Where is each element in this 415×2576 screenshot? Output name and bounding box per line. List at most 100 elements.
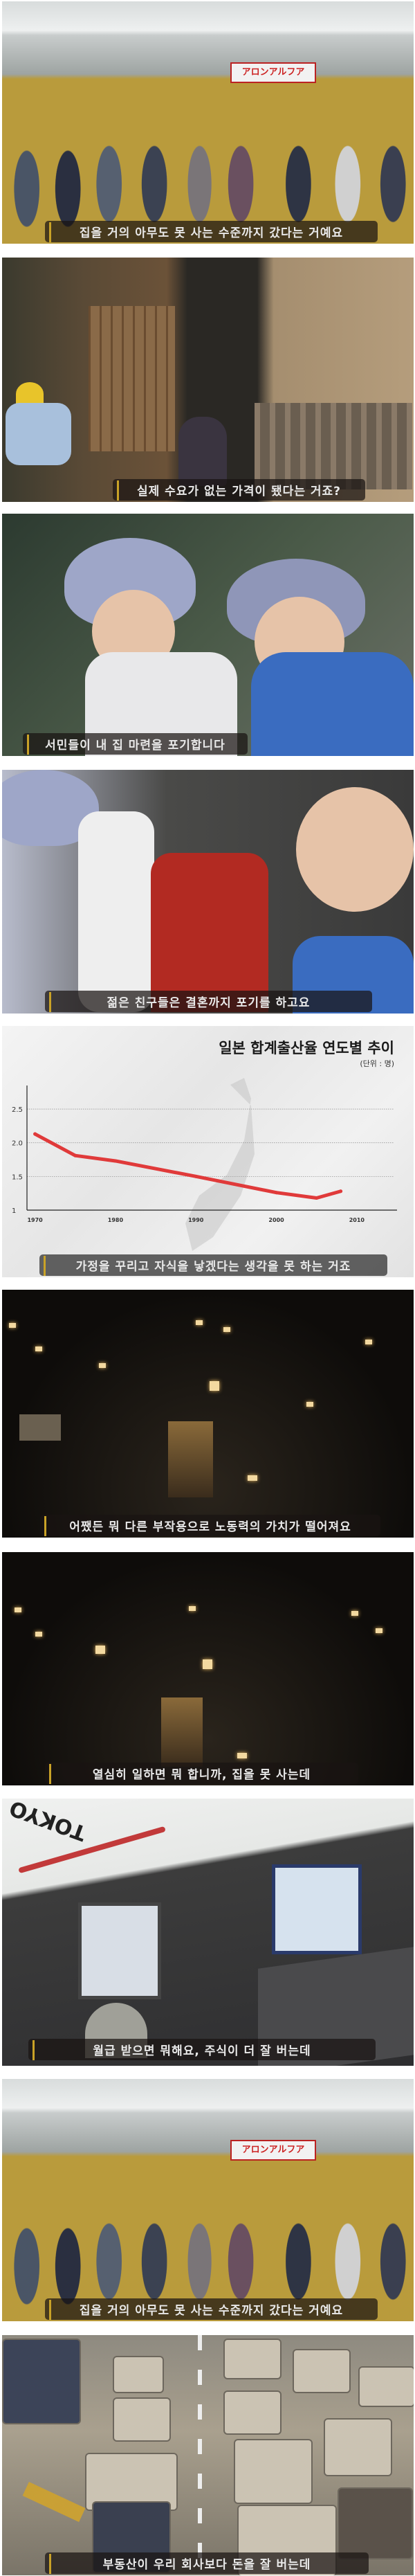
commuter-crowd <box>2 86 414 244</box>
car <box>113 2356 164 2393</box>
lit-window <box>351 1611 358 1616</box>
car <box>113 2397 171 2442</box>
subtitle-bar: 집을 거의 아무도 못 사는 수준까지 갔다는 거예요 <box>45 221 378 242</box>
house <box>19 1414 61 1441</box>
red-school-bag <box>151 853 268 1012</box>
smiling-child-face <box>296 787 414 912</box>
car <box>324 2418 392 2476</box>
video-frame-house: 실제 수요가 없는 가격이 됐다는 거죠? <box>2 258 414 502</box>
commuter-crowd <box>2 2163 414 2321</box>
lit-window <box>237 1753 247 1758</box>
lit-window <box>306 1402 313 1407</box>
lit-window <box>210 1381 219 1391</box>
video-frame-night-city: 어쨌든 뭐 다른 부작용으로 노동력의 가치가 떨어져요 <box>2 1290 414 1538</box>
video-frame-night-city-2: 열심히 일하면 뭐 합니까, 집을 못 사는데 <box>2 1552 414 1785</box>
computer-monitor <box>78 1902 161 1999</box>
subtitle-text: 실제 수요가 없는 가격이 됐다는 거죠? <box>136 485 342 498</box>
japan-map-silhouette <box>185 1078 255 1251</box>
lit-window <box>99 1363 106 1368</box>
red-arrow <box>18 1826 166 1874</box>
video-frame-traffic: 부동산이 우리 회사보다 돈을 잘 버는데 <box>2 2335 414 2575</box>
video-frame-chart: 일본 합계출산율 연도별 추이 (단위 : 명) 1 1.5 2.0 2.5 1970 1… <box>2 1026 414 1277</box>
car <box>338 2487 413 2559</box>
data-point <box>194 1174 198 1178</box>
video-frame-train-platform-2: アロンアルフア 집을 거의 아무도 못 사는 수준까지 갔다는 거예요 <box>2 2079 414 2321</box>
crane-arm <box>22 2482 86 2522</box>
train-ad-sign: アロンアルフア <box>230 62 316 83</box>
y-tick-label: 2.5 <box>12 1106 23 1114</box>
y-tick-label: 1 <box>12 1207 16 1215</box>
subtitle-bar: 가정을 꾸리고 자식을 낳겠다는 생각을 못 하는 거죠 <box>39 1254 387 1276</box>
video-frame-children-close: 젊은 친구들은 결혼까지 포기를 하고요 <box>2 770 414 1014</box>
subtitle-bar: 젊은 친구들은 결혼까지 포기를 하고요 <box>45 991 372 1012</box>
subtitle-text: 젊은 친구들은 결혼까지 포기를 하고요 <box>107 996 311 1010</box>
video-frame-train-platform: アロンアルフア 집을 거의 아무도 못 사는 수준까지 갔다는 거예요 <box>2 1 414 244</box>
lit-window <box>35 1346 42 1351</box>
lit-window <box>248 1475 257 1481</box>
lit-window <box>15 1607 21 1612</box>
lit-window <box>223 1327 230 1332</box>
subtitle-bar: 부동산이 우리 회사보다 돈을 잘 버는데 <box>45 2552 369 2574</box>
lit-window <box>189 1606 196 1611</box>
child-yellow-hat <box>16 382 44 406</box>
lit-building <box>168 1421 213 1497</box>
subtitle-bar: 월급 받으면 뭐해요, 주식이 더 잘 버는데 <box>28 2039 376 2060</box>
lit-building <box>161 1697 203 1767</box>
child-jacket-right <box>251 652 414 756</box>
wooden-fence <box>255 403 412 489</box>
lit-window <box>35 1632 42 1637</box>
subtitle-bar: 열심히 일하면 뭐 합니까, 집을 못 사는데 <box>45 1763 358 1784</box>
lit-window <box>95 1646 105 1654</box>
x-tick-label: 1990 <box>188 1217 204 1223</box>
waving-woman <box>178 417 227 486</box>
subtitle-bar: 집을 거의 아무도 못 사는 수준까지 갔다는 거예요 <box>45 2298 378 2320</box>
lattice-door <box>89 306 175 451</box>
subtitle-text: 월급 받으면 뭐해요, 주식이 더 잘 버는데 <box>93 2044 311 2058</box>
data-point <box>339 1189 343 1194</box>
subtitle-text: 어쨌든 뭐 다른 부작용으로 노동력의 가치가 떨어져요 <box>69 1520 351 1534</box>
van <box>234 2439 313 2504</box>
truck <box>2 2339 81 2424</box>
subtitle-text: 열심히 일하면 뭐 합니까, 집을 못 사는데 <box>92 1768 311 1782</box>
data-point <box>73 1153 77 1158</box>
subtitle-text: 집을 거의 아무도 못 사는 수준까지 갔다는 거예요 <box>79 2304 344 2318</box>
car <box>358 2366 414 2407</box>
subtitle-bar: 서민들이 내 집 마련을 포기합니다 <box>23 733 248 755</box>
video-frame-children: 서민들이 내 집 마련을 포기합니다 <box>2 514 414 756</box>
x-tick-label: 1970 <box>27 1217 43 1223</box>
x-tick-label: 2000 <box>268 1217 284 1223</box>
chart-unit: (단위 : 명) <box>360 1059 394 1068</box>
lit-window <box>203 1659 212 1669</box>
subtitle-text: 서민들이 내 집 마련을 포기합니다 <box>45 739 225 753</box>
subtitle-text: 가정을 꾸리고 자식을 낳겠다는 생각을 못 하는 거죠 <box>75 1260 351 1274</box>
subtitle-text: 부동산이 우리 회사보다 돈을 잘 버는데 <box>102 2558 311 2572</box>
data-point <box>275 1191 279 1195</box>
data-point <box>33 1132 37 1136</box>
y-tick-label: 2.0 <box>12 1140 23 1148</box>
running-child <box>6 403 71 465</box>
lit-window <box>9 1323 16 1328</box>
car <box>223 2339 282 2379</box>
fertility-rate-line <box>33 1132 343 1200</box>
subtitle-text: 집을 거의 아무도 못 사는 수준까지 갔다는 거예요 <box>79 226 344 240</box>
lit-window <box>196 1320 203 1325</box>
lit-window <box>365 1340 372 1344</box>
lane-marking <box>198 2335 202 2575</box>
subtitle-bar: 실제 수요가 없는 가격이 됐다는 거죠? <box>113 479 365 501</box>
child-jacket <box>78 811 154 1012</box>
x-tick-label: 2010 <box>349 1217 365 1223</box>
fertility-rate-chart: 1 1.5 2.0 2.5 1970 1980 1990 2000 2010 <box>12 1078 397 1251</box>
x-tick-label: 1980 <box>108 1217 124 1223</box>
exchange-logo-text: TOKYO <box>6 1799 90 1846</box>
data-point <box>113 1159 118 1163</box>
train-ad-sign: アロンアルフア <box>230 2140 316 2161</box>
data-point <box>315 1196 319 1200</box>
lit-window <box>376 1628 382 1633</box>
video-frame-stock-exchange: TOKYO 월급 받으면 뭐해요, 주식이 더 잘 버는데 <box>2 1799 414 2066</box>
computer-monitor <box>272 1864 362 1954</box>
y-tick-label: 1.5 <box>12 1173 23 1181</box>
subtitle-bar: 어쨌든 뭐 다른 부작용으로 노동력의 가치가 떨어져요 <box>40 1515 380 1536</box>
chart-title: 일본 합계출산율 연도별 추이 <box>219 1040 394 1056</box>
car <box>293 2349 351 2393</box>
car <box>223 2390 282 2435</box>
